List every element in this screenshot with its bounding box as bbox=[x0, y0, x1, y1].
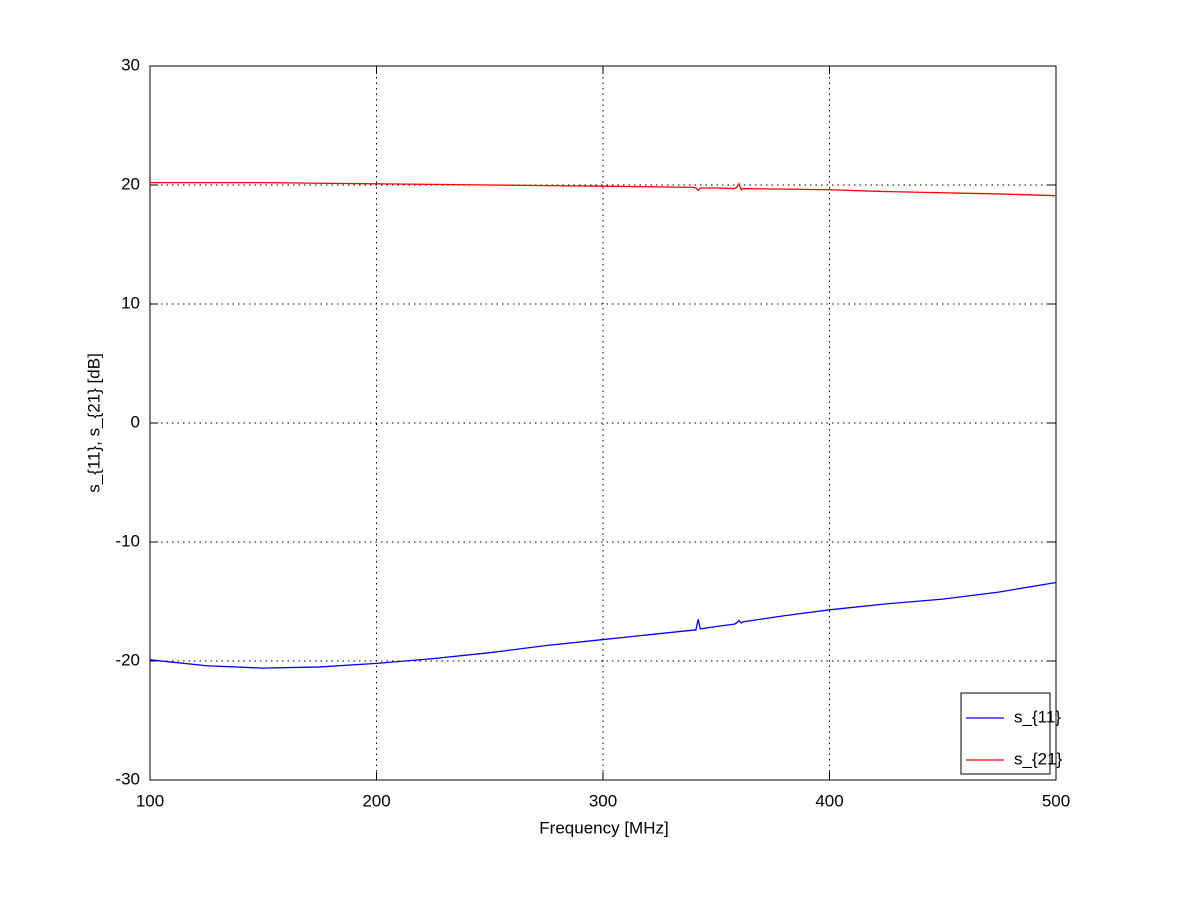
data-line bbox=[150, 181, 1057, 197]
x-tick-label: 100 bbox=[136, 791, 164, 810]
plot-frame bbox=[149, 65, 1057, 781]
legend-label: s_{11} bbox=[1014, 707, 1061, 726]
x-tick-label: 500 bbox=[1042, 791, 1070, 810]
y-axis-label: s_{11}, s_{21} [dB] bbox=[84, 353, 103, 493]
legend-box bbox=[960, 692, 1051, 775]
y-tick-label: 30 bbox=[121, 55, 140, 74]
y-tick-label: 0 bbox=[131, 412, 140, 431]
legend-label: s_{21} bbox=[1014, 749, 1063, 768]
y-tick-label: -20 bbox=[115, 650, 140, 669]
x-tick-label: 400 bbox=[815, 791, 843, 810]
x-tick-label: 300 bbox=[589, 791, 617, 810]
y-tick-label: 10 bbox=[121, 293, 140, 312]
y-tick-label: 20 bbox=[121, 174, 140, 193]
y-tick-label: -10 bbox=[115, 531, 140, 550]
x-tick-label: 200 bbox=[362, 791, 390, 810]
data-line bbox=[149, 581, 1057, 669]
x-axis-label: Frequency [MHz] bbox=[539, 818, 668, 837]
y-tick-label: -30 bbox=[115, 769, 140, 788]
